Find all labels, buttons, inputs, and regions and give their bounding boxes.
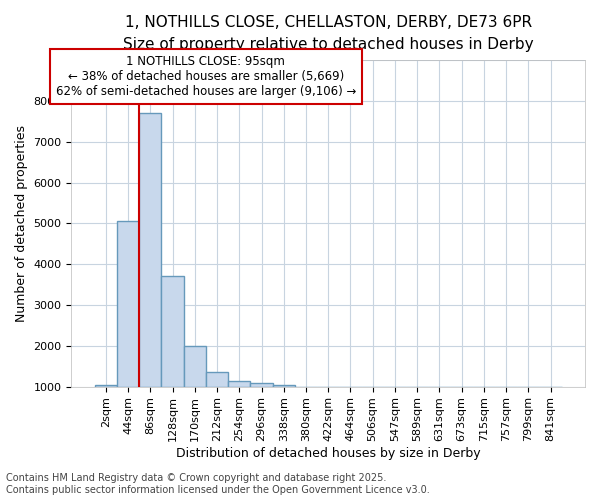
Bar	[95, 384, 117, 386]
Bar	[139, 114, 161, 386]
Y-axis label: Number of detached properties: Number of detached properties	[15, 125, 28, 322]
Bar	[250, 384, 272, 386]
Title: 1, NOTHILLS CLOSE, CHELLASTON, DERBY, DE73 6PR
Size of property relative to deta: 1, NOTHILLS CLOSE, CHELLASTON, DERBY, DE…	[123, 15, 533, 52]
Bar	[228, 382, 250, 386]
Bar	[272, 384, 295, 386]
Bar	[184, 346, 206, 387]
Bar	[161, 276, 184, 386]
Text: 1 NOTHILLS CLOSE: 95sqm
← 38% of detached houses are smaller (5,669)
62% of semi: 1 NOTHILLS CLOSE: 95sqm ← 38% of detache…	[56, 55, 356, 98]
Bar	[206, 372, 228, 386]
Text: Contains HM Land Registry data © Crown copyright and database right 2025.
Contai: Contains HM Land Registry data © Crown c…	[6, 474, 430, 495]
X-axis label: Distribution of detached houses by size in Derby: Distribution of detached houses by size …	[176, 447, 481, 460]
Bar	[117, 222, 139, 386]
